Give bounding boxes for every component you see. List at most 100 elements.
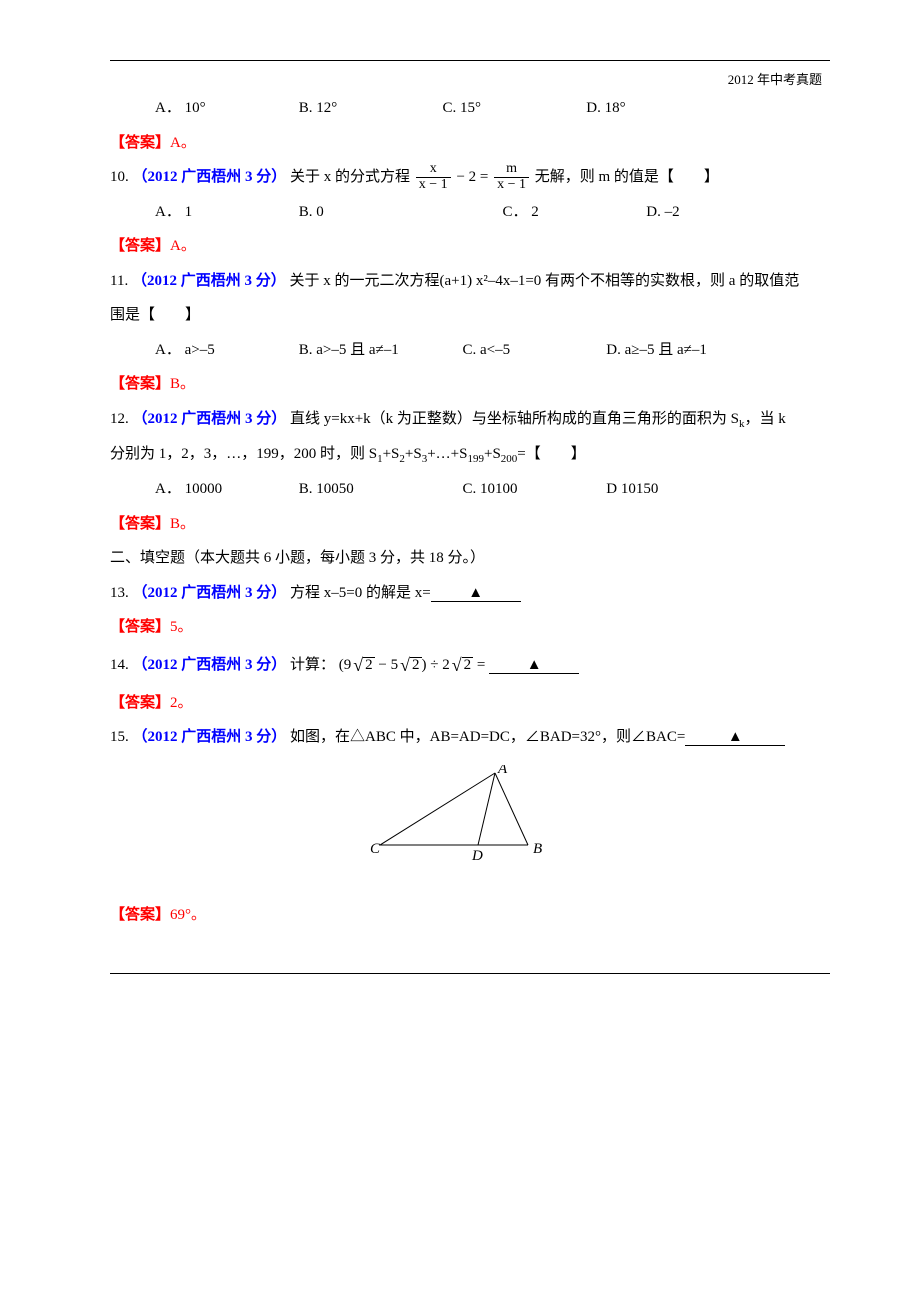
q10-number: 10. — [110, 169, 129, 185]
label-d: D — [471, 848, 483, 864]
q11-source: （2012 广西梧州 3 分） — [132, 273, 286, 289]
q10-source: （2012 广西梧州 3 分） — [133, 169, 287, 185]
q15-answer: 【答案】69°。 — [110, 898, 830, 933]
q10-text-before: 关于 x 的分式方程 — [290, 169, 410, 185]
q13-stem: 13. （2012 广西梧州 3 分） 方程 x–5=0 的解是 x=▲ — [110, 576, 830, 611]
plus3: +S — [484, 446, 501, 462]
rad: 2 — [462, 657, 474, 673]
q14-text: 计算： — [290, 657, 335, 673]
q9-answer: 【答案】A。 — [110, 126, 830, 161]
q15-text: 如图，在△ABC 中，AB=AD=DC，∠BAD=32°，则∠BAC= — [290, 729, 685, 745]
q11-answer: 【答案】B。 — [110, 367, 830, 402]
label-b: B — [533, 841, 542, 857]
q10-stem: 10. （2012 广西梧州 3 分） 关于 x 的分式方程 x x − 1 −… — [110, 160, 830, 195]
page-header-right: 2012 年中考真题 — [728, 65, 822, 95]
answer-label: 【答案】 — [110, 907, 170, 923]
q10-minus2: − 2 = — [456, 169, 492, 185]
q10-option-d: D. –2 — [646, 195, 786, 230]
q10-option-c: C． 2 — [503, 195, 643, 230]
answer-value: B。 — [170, 516, 195, 532]
frac-den: x − 1 — [494, 178, 529, 193]
q13-number: 13. — [110, 585, 129, 601]
q12-option-c: C. 10100 — [463, 472, 603, 507]
q13-answer: 【答案】5。 — [110, 610, 830, 645]
q10-options: A． 1 B. 0 C． 2 D. –2 — [110, 195, 830, 230]
q11-options: A． a>–5 B. a>–5 且 a≠–1 C. a<–5 D. a≥–5 且… — [110, 333, 830, 368]
q10-frac1: x x − 1 — [416, 162, 451, 192]
sqrt3: 2 — [450, 645, 473, 686]
header-rule — [110, 60, 830, 61]
footer-rule — [110, 973, 830, 974]
q10-text-after: 无解，则 m 的值是【 】 — [535, 169, 719, 185]
q11-option-a: A． a>–5 — [155, 333, 295, 368]
label-a: A — [497, 765, 508, 777]
q11-option-d: D. a≥–5 且 a≠–1 — [606, 333, 746, 368]
expr-before: (9 — [339, 657, 352, 673]
q11-number: 11. — [110, 273, 128, 289]
dots: +…+S — [427, 446, 467, 462]
q14-source: （2012 广西梧州 3 分） — [133, 657, 287, 673]
q12-number: 12. — [110, 411, 129, 427]
q15-number: 15. — [110, 729, 129, 745]
q9-option-d: D. 18° — [586, 91, 726, 126]
q12-stem: 12. （2012 广西梧州 3 分） 直线 y=kx+k（k 为正整数）与坐标… — [110, 402, 830, 437]
expr-after1: ) ÷ 2 — [422, 657, 450, 673]
q14-answer: 【答案】2。 — [110, 686, 830, 721]
plus2: +S — [405, 446, 422, 462]
q11-text1: 关于 x 的一元二次方程(a+1) x²–4x–1=0 有两个不相等的实数根，则… — [289, 273, 799, 289]
frac-den: x − 1 — [416, 178, 451, 193]
expr-eq: = — [473, 657, 489, 673]
q12-text1: 直线 y=kx+k（k 为正整数）与坐标轴所构成的直角三角形的面积为 S — [290, 411, 739, 427]
q12-source: （2012 广西梧州 3 分） — [133, 411, 287, 427]
plus1: +S — [383, 446, 400, 462]
q12-text2: 分别为 1，2，3，…，199，200 时，则 S — [110, 446, 377, 462]
answer-value: 69°。 — [170, 907, 206, 923]
answer-label: 【答案】 — [110, 238, 170, 254]
q13-text: 方程 x–5=0 的解是 x= — [290, 585, 431, 601]
sub199: 199 — [467, 453, 484, 465]
expr-mid: − 5 — [375, 657, 398, 673]
q12-option-a: A． 10000 — [155, 472, 295, 507]
answer-value: 5。 — [170, 619, 193, 635]
q14-stem: 14. （2012 广西梧州 3 分） 计算： (92 − 52) ÷ 22 =… — [110, 645, 830, 686]
rad: 2 — [410, 657, 422, 673]
q13-blank: ▲ — [431, 586, 521, 602]
frac-num: m — [494, 162, 529, 178]
q9-option-c: C. 15° — [443, 91, 583, 126]
triangle-svg: A B C D — [370, 765, 570, 865]
q11-stem-line2: 围是【 】 — [110, 298, 830, 333]
rad: 2 — [363, 657, 375, 673]
q12-option-b: B. 10050 — [299, 472, 459, 507]
q12-eq: =【 】 — [517, 446, 585, 462]
sqrt1: 2 — [351, 645, 374, 686]
q12-option-d: D 10150 — [606, 472, 746, 507]
answer-label: 【答案】 — [110, 695, 170, 711]
q11-stem: 11. （2012 广西梧州 3 分） 关于 x 的一元二次方程(a+1) x²… — [110, 264, 830, 299]
answer-value: A。 — [170, 238, 196, 254]
q10-option-b: B. 0 — [299, 195, 499, 230]
answer-value: 2。 — [170, 695, 193, 711]
line-ca — [380, 773, 495, 845]
q12-stem-line2: 分别为 1，2，3，…，199，200 时，则 S1+S2+S3+…+S199+… — [110, 437, 830, 472]
answer-value: A。 — [170, 135, 196, 151]
q9-option-b: B. 12° — [299, 91, 439, 126]
sub200: 200 — [501, 453, 518, 465]
frac-num: x — [416, 162, 451, 178]
section2-heading: 二、填空题（本大题共 6 小题，每小题 3 分，共 18 分。） — [110, 541, 830, 576]
line-ab — [495, 773, 528, 845]
q12-text1-after: ，当 k — [745, 411, 786, 427]
q11-option-c: C. a<–5 — [463, 333, 603, 368]
q14-blank: ▲ — [489, 658, 579, 674]
answer-label: 【答案】 — [110, 619, 170, 635]
answer-label: 【答案】 — [110, 135, 170, 151]
q15-source: （2012 广西梧州 3 分） — [133, 729, 287, 745]
q15-stem: 15. （2012 广西梧州 3 分） 如图，在△ABC 中，AB=AD=DC，… — [110, 720, 830, 755]
q13-source: （2012 广西梧州 3 分） — [133, 585, 287, 601]
q14-number: 14. — [110, 657, 129, 673]
q15-blank: ▲ — [685, 730, 785, 746]
answer-value: B。 — [170, 376, 195, 392]
answer-label: 【答案】 — [110, 516, 170, 532]
page-container: 2012 年中考真题 A． 10° B. 12° C. 15° D. 18° 【… — [0, 0, 920, 1021]
q10-frac2: m x − 1 — [494, 162, 529, 192]
sqrt2: 2 — [398, 645, 421, 686]
